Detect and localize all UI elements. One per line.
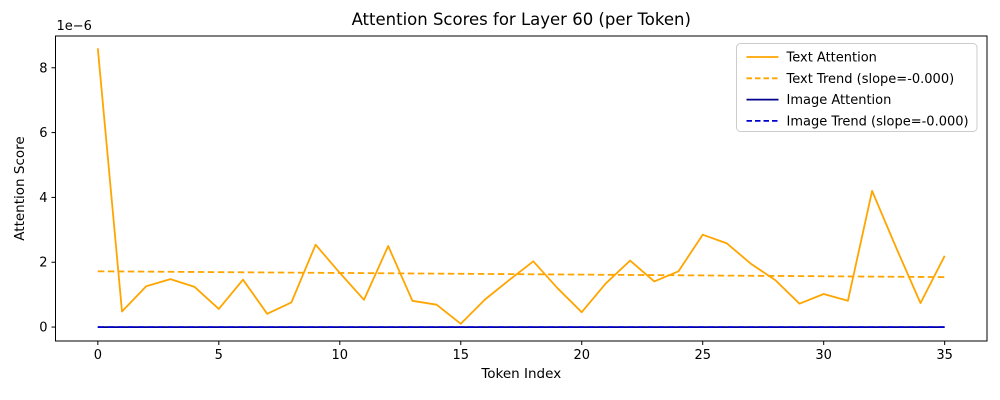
x-axis: 0 5 10 15 20 25 30 35 <box>94 341 953 363</box>
y-tick-label: 2 <box>39 256 47 271</box>
x-tick-label: 25 <box>694 348 711 363</box>
y-tick-label: 6 <box>39 126 47 141</box>
legend-label: Image Trend (slope=-0.000) <box>787 114 969 129</box>
x-tick-label: 30 <box>815 348 832 363</box>
x-tick-label: 15 <box>452 348 469 363</box>
series-text-attention <box>96 48 946 325</box>
y-axis: 0 2 4 6 8 <box>39 61 56 336</box>
chart-title: Attention Scores for Layer 60 (per Token… <box>352 10 691 29</box>
x-tick-label: 20 <box>573 348 590 363</box>
legend-label: Text Attention <box>786 51 877 66</box>
y-offset-label: 1e−6 <box>57 19 92 34</box>
legend-label: Image Attention <box>787 93 892 108</box>
axes-spines <box>55 35 988 342</box>
x-axis-label: Token Index <box>480 366 561 382</box>
y-tick-label: 0 <box>39 321 47 336</box>
legend-box <box>736 43 978 132</box>
legend-label: Text Trend (slope=-0.000) <box>786 72 955 87</box>
y-tick-label: 8 <box>39 61 47 76</box>
series-text-trend-slope-0-000 <box>97 270 945 278</box>
x-tick-label: 35 <box>936 348 953 363</box>
x-tick-label: 10 <box>332 348 349 363</box>
legend: Text Attention Text Trend (slope=-0.000) I… <box>736 43 978 132</box>
y-tick-label: 4 <box>39 191 47 206</box>
y-axis-label: Attention Score <box>12 136 28 240</box>
x-tick-label: 0 <box>94 348 102 363</box>
x-tick-label: 5 <box>215 348 223 363</box>
